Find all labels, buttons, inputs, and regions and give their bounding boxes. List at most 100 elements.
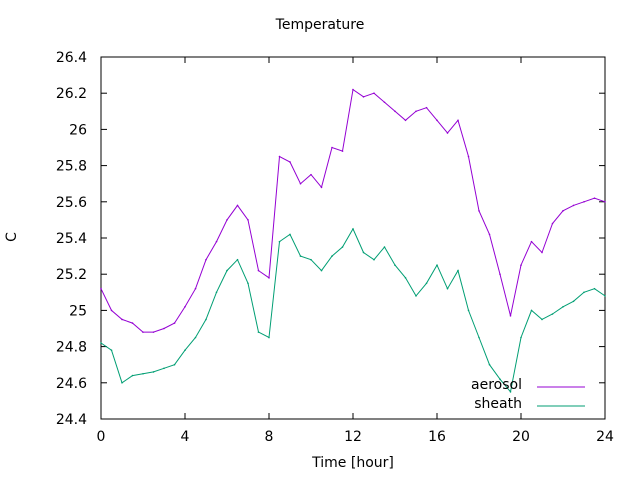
data-point-aerosol xyxy=(289,161,291,163)
x-tick-label: 8 xyxy=(265,429,274,445)
data-point-aerosol xyxy=(152,331,155,333)
data-point-sheath xyxy=(352,228,354,230)
data-point-sheath xyxy=(467,309,470,312)
data-point-aerosol xyxy=(131,322,134,324)
series-line-aerosol xyxy=(100,88,606,333)
data-point-sheath xyxy=(268,336,270,339)
data-point-aerosol xyxy=(247,219,249,221)
y-tick-label: 26 xyxy=(69,122,87,138)
data-point-aerosol xyxy=(478,210,480,212)
y-tick-label: 25.8 xyxy=(56,159,87,175)
data-point-aerosol xyxy=(436,119,438,122)
data-point-sheath xyxy=(583,291,585,294)
data-point-sheath xyxy=(173,363,176,366)
x-tick-label: 20 xyxy=(512,429,530,445)
x-tick-label: 4 xyxy=(181,429,190,445)
chart-title: Temperature xyxy=(275,17,365,33)
data-point-aerosol xyxy=(572,204,575,207)
data-point-aerosol xyxy=(457,119,459,122)
legend-label-aerosol: aerosol xyxy=(471,377,522,393)
data-point-aerosol xyxy=(299,182,302,185)
data-point-sheath xyxy=(404,277,407,279)
data-point-aerosol xyxy=(467,155,470,158)
data-point-aerosol xyxy=(583,201,585,203)
data-point-sheath xyxy=(593,287,596,290)
data-point-sheath xyxy=(604,295,606,297)
data-point-sheath xyxy=(488,363,491,366)
y-tick-label: 25 xyxy=(69,303,87,319)
data-point-sheath xyxy=(299,255,302,257)
y-tick-label: 25.4 xyxy=(56,231,87,247)
data-point-aerosol xyxy=(310,173,312,176)
data-point-sheath xyxy=(394,264,396,266)
data-point-sheath xyxy=(457,269,459,272)
data-point-aerosol xyxy=(499,273,501,276)
data-point-sheath xyxy=(331,255,333,257)
data-point-aerosol xyxy=(215,240,218,243)
data-point-aerosol xyxy=(194,287,197,290)
y-tick-label: 26.4 xyxy=(56,50,87,66)
data-point-aerosol xyxy=(184,305,186,308)
data-point-sheath xyxy=(289,233,291,236)
data-point-sheath xyxy=(341,246,344,248)
y-tick-label: 26.2 xyxy=(56,86,87,102)
data-point-aerosol xyxy=(415,110,417,113)
data-point-aerosol xyxy=(236,204,239,207)
data-point-sheath xyxy=(520,336,522,339)
data-point-sheath xyxy=(373,258,375,261)
data-point-aerosol xyxy=(530,240,533,243)
x-tick-label: 0 xyxy=(97,429,106,445)
x-tick-label: 24 xyxy=(596,429,614,445)
data-point-aerosol xyxy=(509,315,512,317)
data-point-sheath xyxy=(184,349,186,352)
data-point-sheath xyxy=(278,240,281,243)
data-point-sheath xyxy=(121,382,123,384)
legend-label-sheath: sheath xyxy=(474,396,522,412)
data-point-sheath xyxy=(247,282,249,285)
data-point-aerosol xyxy=(352,88,354,91)
data-point-aerosol xyxy=(446,132,449,134)
data-point-sheath xyxy=(320,269,323,272)
data-point-aerosol xyxy=(593,197,596,199)
data-point-sheath xyxy=(509,391,512,393)
data-point-aerosol xyxy=(331,146,333,149)
data-point-aerosol xyxy=(383,101,386,104)
data-point-sheath xyxy=(499,378,501,380)
data-point-sheath xyxy=(572,300,575,303)
y-axis-label: C xyxy=(4,232,20,242)
data-point-aerosol xyxy=(541,251,543,254)
data-point-sheath xyxy=(530,309,533,312)
data-point-aerosol xyxy=(257,269,260,272)
data-point-sheath xyxy=(478,336,480,339)
data-point-aerosol xyxy=(320,186,323,189)
data-point-aerosol xyxy=(604,201,606,203)
y-tick-label: 24.4 xyxy=(56,412,87,428)
x-tick-label: 12 xyxy=(344,429,362,445)
data-point-sheath xyxy=(163,367,165,370)
data-point-aerosol xyxy=(425,106,428,109)
y-tick-label: 24.8 xyxy=(56,340,87,356)
data-point-sheath xyxy=(446,287,449,290)
data-point-aerosol xyxy=(488,233,491,236)
data-point-aerosol xyxy=(341,150,344,152)
data-point-sheath xyxy=(205,318,207,321)
y-tick-label: 25.2 xyxy=(56,267,87,283)
data-point-aerosol xyxy=(278,155,281,158)
data-point-aerosol xyxy=(562,210,564,212)
data-point-sheath xyxy=(383,246,386,248)
data-point-sheath xyxy=(362,251,365,254)
x-tick-label: 16 xyxy=(428,429,446,445)
data-point-aerosol xyxy=(362,96,365,98)
y-tick-label: 25.6 xyxy=(56,195,87,211)
data-point-sheath xyxy=(131,374,134,377)
data-point-sheath xyxy=(152,371,155,373)
data-point-aerosol xyxy=(520,264,522,266)
plot-frame xyxy=(100,56,606,420)
data-point-sheath xyxy=(541,318,543,321)
data-point-sheath xyxy=(436,264,438,266)
data-point-sheath xyxy=(257,331,260,333)
data-point-sheath xyxy=(562,305,564,308)
data-point-aerosol xyxy=(551,222,554,225)
data-point-sheath xyxy=(310,258,312,261)
